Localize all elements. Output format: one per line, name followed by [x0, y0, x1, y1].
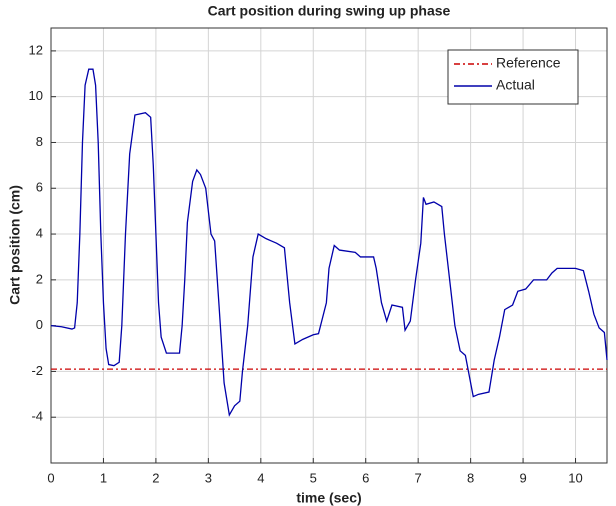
x-tick-label: 1: [100, 470, 107, 485]
legend-box: [447, 49, 579, 105]
x-tick-label: 9: [519, 470, 526, 485]
chart-title: Cart position during swing up phase: [208, 3, 451, 19]
x-tick-label: 10: [568, 470, 582, 485]
y-tick-label: 8: [36, 134, 43, 149]
y-axis-label: Cart position (cm): [7, 185, 23, 305]
x-tick-label: 8: [467, 470, 474, 485]
y-tick-label: 12: [29, 42, 43, 57]
series-line: [50, 68, 608, 417]
legend-label: Reference: [496, 55, 561, 71]
y-tick-label: 4: [36, 225, 43, 240]
x-tick-label: 2: [152, 470, 159, 485]
y-tick-label: 2: [36, 271, 43, 286]
x-axis-label: time (sec): [296, 490, 361, 506]
x-tick-label: 7: [415, 470, 422, 485]
y-tick-label: -4: [31, 409, 43, 424]
x-tick-label: 6: [362, 470, 369, 485]
y-tick-label: -2: [31, 363, 43, 378]
y-tick-label: 10: [29, 88, 43, 103]
plot-frame: [50, 27, 608, 464]
x-tick-label: 0: [47, 470, 54, 485]
x-tick-label: 4: [257, 470, 264, 485]
legend-label: Actual: [496, 77, 535, 93]
x-tick-label: 3: [205, 470, 212, 485]
x-tick-label: 5: [310, 470, 317, 485]
y-tick-label: 0: [36, 317, 43, 332]
y-tick-label: 6: [36, 180, 43, 195]
